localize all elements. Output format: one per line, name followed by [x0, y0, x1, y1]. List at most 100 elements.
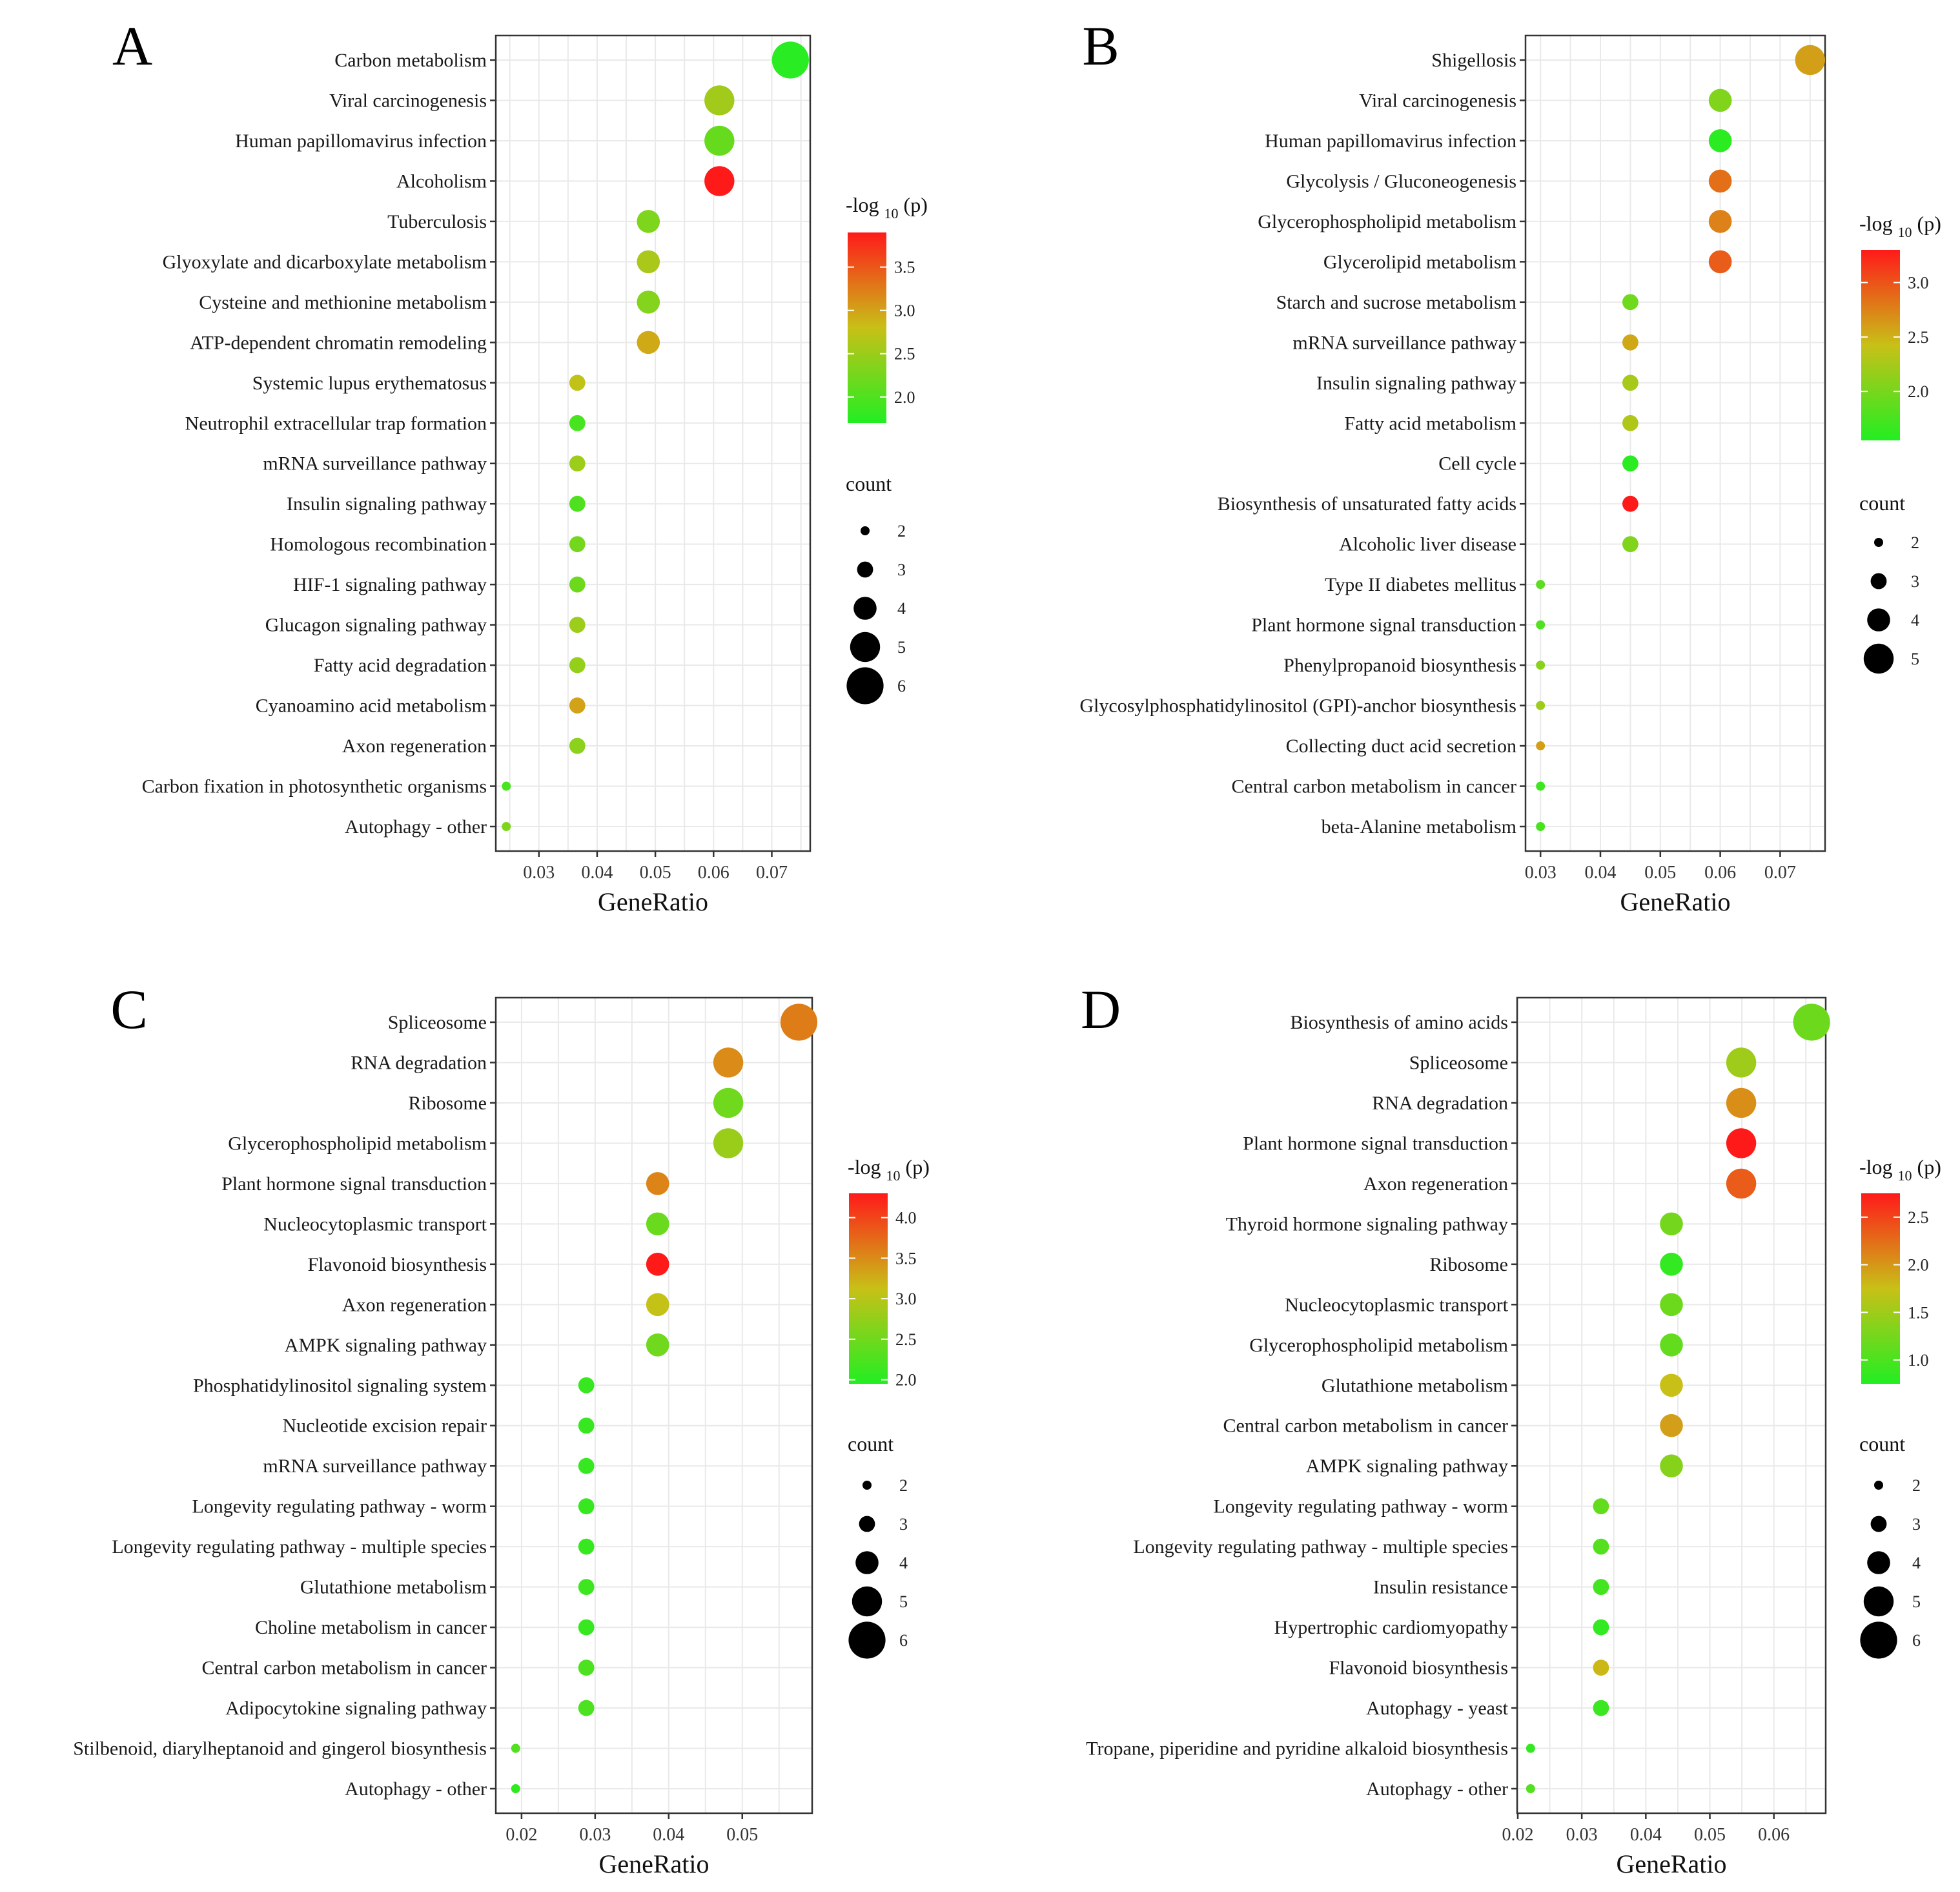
category-label-viral-carcinogenesis: Viral carcinogenesis — [329, 90, 487, 111]
category-label-longevity-regulating-pathway-multiple-species: Longevity regulating pathway - multiple … — [1133, 1536, 1508, 1558]
category-label-plant-hormone-signal-transduction: Plant hormone signal transduction — [1251, 615, 1516, 636]
dot-ampk-signaling-pathway — [646, 1333, 669, 1357]
dot-shigellosis — [1795, 45, 1825, 76]
plot-area-d — [1517, 998, 1826, 1813]
category-label-cysteine-and-methionine-metabolism: Cysteine and methionine metabolism — [199, 292, 487, 313]
category-label-hypertrophic-cardiomyopathy: Hypertrophic cardiomyopathy — [1274, 1617, 1508, 1638]
dot-longevity-regulating-pathway-multiple-species — [1593, 1538, 1609, 1555]
dot-nucleotide-excision-repair — [578, 1417, 595, 1434]
size-legend-dot — [848, 1621, 886, 1659]
dot-alcoholic-liver-disease — [1622, 536, 1638, 553]
x-tick-label: 0.04 — [1630, 1825, 1662, 1845]
dot-homologous-recombination — [569, 536, 586, 553]
dot-autophagy-yeast — [1593, 1700, 1609, 1716]
dot-autophagy-other — [502, 822, 511, 831]
category-label-ampk-signaling-pathway: AMPK signaling pathway — [285, 1335, 487, 1356]
category-label-ribosome: Ribosome — [408, 1093, 487, 1114]
dot-nucleocytoplasmic-transport — [1660, 1293, 1683, 1317]
color-bar-tick-label: 3.5 — [894, 258, 915, 277]
size-legend-label: 5 — [1911, 650, 1919, 668]
x-tick-label: 0.05 — [640, 863, 671, 883]
size-legend-dot — [846, 667, 884, 704]
category-label-spliceosome: Spliceosome — [1409, 1052, 1508, 1073]
dot-rna-degradation — [1726, 1087, 1757, 1118]
category-label-rna-degradation: RNA degradation — [1372, 1093, 1508, 1114]
category-label-thyroid-hormone-signaling-pathway: Thyroid hormone signaling pathway — [1226, 1213, 1508, 1235]
panel-b: B Shigellosis Viral carcinogenesis Human pa… — [1079, 15, 1941, 916]
dot-systemic-lupus-erythematosus — [569, 375, 586, 391]
panel-letter-b: B — [1082, 15, 1119, 77]
category-label-rna-degradation: RNA degradation — [351, 1052, 487, 1073]
color-bar-tick-label: 2.5 — [1908, 1208, 1929, 1227]
color-bar-tick-label: 2.0 — [895, 1371, 917, 1390]
x-tick-label: 0.04 — [581, 863, 613, 883]
category-label-flavonoid-biosynthesis: Flavonoid biosynthesis — [1329, 1658, 1508, 1679]
dot-axon-regeneration — [1726, 1168, 1757, 1199]
x-axis-title-b: GeneRatio — [1620, 887, 1730, 916]
size-legend-dot — [1867, 608, 1890, 632]
dot-glycosylphosphatidylinositol-gpi-anchor-biosynthesis — [1536, 701, 1546, 710]
color-bar-tick-label: 2.0 — [1908, 382, 1929, 401]
color-legend-title-d: -log 10 (p) — [1859, 1155, 1941, 1184]
category-label-cell-cycle: Cell cycle — [1438, 453, 1516, 475]
category-label-ampk-signaling-pathway: AMPK signaling pathway — [1306, 1455, 1508, 1477]
x-tick-label: 0.03 — [1525, 863, 1557, 883]
category-label-nucleocytoplasmic-transport: Nucleocytoplasmic transport — [1285, 1294, 1508, 1315]
dot-rna-degradation — [713, 1047, 744, 1078]
dot-cysteine-and-methionine-metabolism — [637, 291, 660, 314]
category-label-longevity-regulating-pathway-multiple-species: Longevity regulating pathway - multiple … — [112, 1536, 487, 1558]
dot-neutrophil-extracellular-trap-formation — [569, 415, 586, 431]
color-bar-a — [848, 232, 886, 423]
dot-biosynthesis-of-amino-acids — [1793, 1003, 1830, 1041]
x-tick-label: 0.02 — [1502, 1825, 1533, 1845]
x-tick-label: 0.03 — [523, 863, 555, 883]
category-label-human-papillomavirus-infection: Human papillomavirus infection — [235, 130, 487, 152]
category-label-hif-1-signaling-pathway: HIF-1 signaling pathway — [293, 574, 487, 595]
x-tick-label: 0.04 — [653, 1825, 684, 1845]
plot-border-b — [1524, 34, 1826, 852]
x-axis-title-a: GeneRatio — [598, 887, 708, 916]
category-label-glyoxylate-and-dicarboxylate-metabolism: Glyoxylate and dicarboxylate metabolism — [163, 251, 487, 272]
dot-phenylpropanoid-biosynthesis — [1536, 661, 1546, 670]
size-legend-label: 4 — [897, 599, 906, 618]
category-label-shigellosis: Shigellosis — [1431, 50, 1516, 71]
size-legend-label: 2 — [897, 522, 906, 540]
dot-choline-metabolism-in-cancer — [578, 1619, 595, 1636]
dot-ribosome — [713, 1087, 744, 1118]
dot-glutathione-metabolism — [1660, 1373, 1683, 1397]
dot-autophagy-other — [1526, 1784, 1535, 1793]
x-tick-label: 0.06 — [1704, 863, 1736, 883]
dot-mrna-surveillance-pathway — [578, 1457, 595, 1474]
dot-phosphatidylinositol-signaling-system — [578, 1377, 595, 1393]
dot-central-carbon-metabolism-in-cancer — [1660, 1414, 1683, 1437]
dot-tuberculosis — [637, 210, 660, 233]
size-legend-label: 2 — [1911, 533, 1919, 552]
size-legend-dot — [855, 1551, 879, 1574]
size-legend-label: 4 — [1911, 611, 1919, 630]
category-label-central-carbon-metabolism-in-cancer: Central carbon metabolism in cancer — [1232, 776, 1517, 797]
size-legend-dot — [852, 1586, 883, 1617]
panel-letter-d: D — [1081, 978, 1121, 1040]
plot-border-a — [495, 34, 812, 852]
category-label-flavonoid-biosynthesis: Flavonoid biosynthesis — [307, 1254, 487, 1275]
category-label-alcoholism: Alcoholism — [396, 170, 487, 192]
color-legend-title-b: -log 10 (p) — [1859, 212, 1941, 240]
category-label-type-ii-diabetes-mellitus: Type II diabetes mellitus — [1325, 574, 1516, 595]
category-label-autophagy-other: Autophagy - other — [345, 816, 487, 838]
size-legend-label: 5 — [899, 1592, 908, 1611]
x-axis-title-c: GeneRatio — [598, 1849, 709, 1878]
dot-flavonoid-biosynthesis — [646, 1253, 669, 1276]
dot-glyoxylate-and-dicarboxylate-metabolism — [637, 250, 660, 274]
dot-spliceosome — [780, 1003, 818, 1041]
dot-glutathione-metabolism — [578, 1579, 595, 1596]
x-tick-label: 0.05 — [1644, 863, 1676, 883]
size-legend-label: 2 — [899, 1476, 908, 1495]
dot-plant-hormone-signal-transduction — [646, 1172, 669, 1195]
dot-glycerolipid-metabolism — [1708, 250, 1732, 274]
category-label-insulin-resistance: Insulin resistance — [1373, 1577, 1508, 1598]
size-legend-label: 3 — [1911, 572, 1919, 591]
size-legend-dot — [1874, 1481, 1883, 1490]
category-label-glutathione-metabolism: Glutathione metabolism — [300, 1577, 487, 1598]
category-label-central-carbon-metabolism-in-cancer: Central carbon metabolism in cancer — [202, 1658, 487, 1679]
